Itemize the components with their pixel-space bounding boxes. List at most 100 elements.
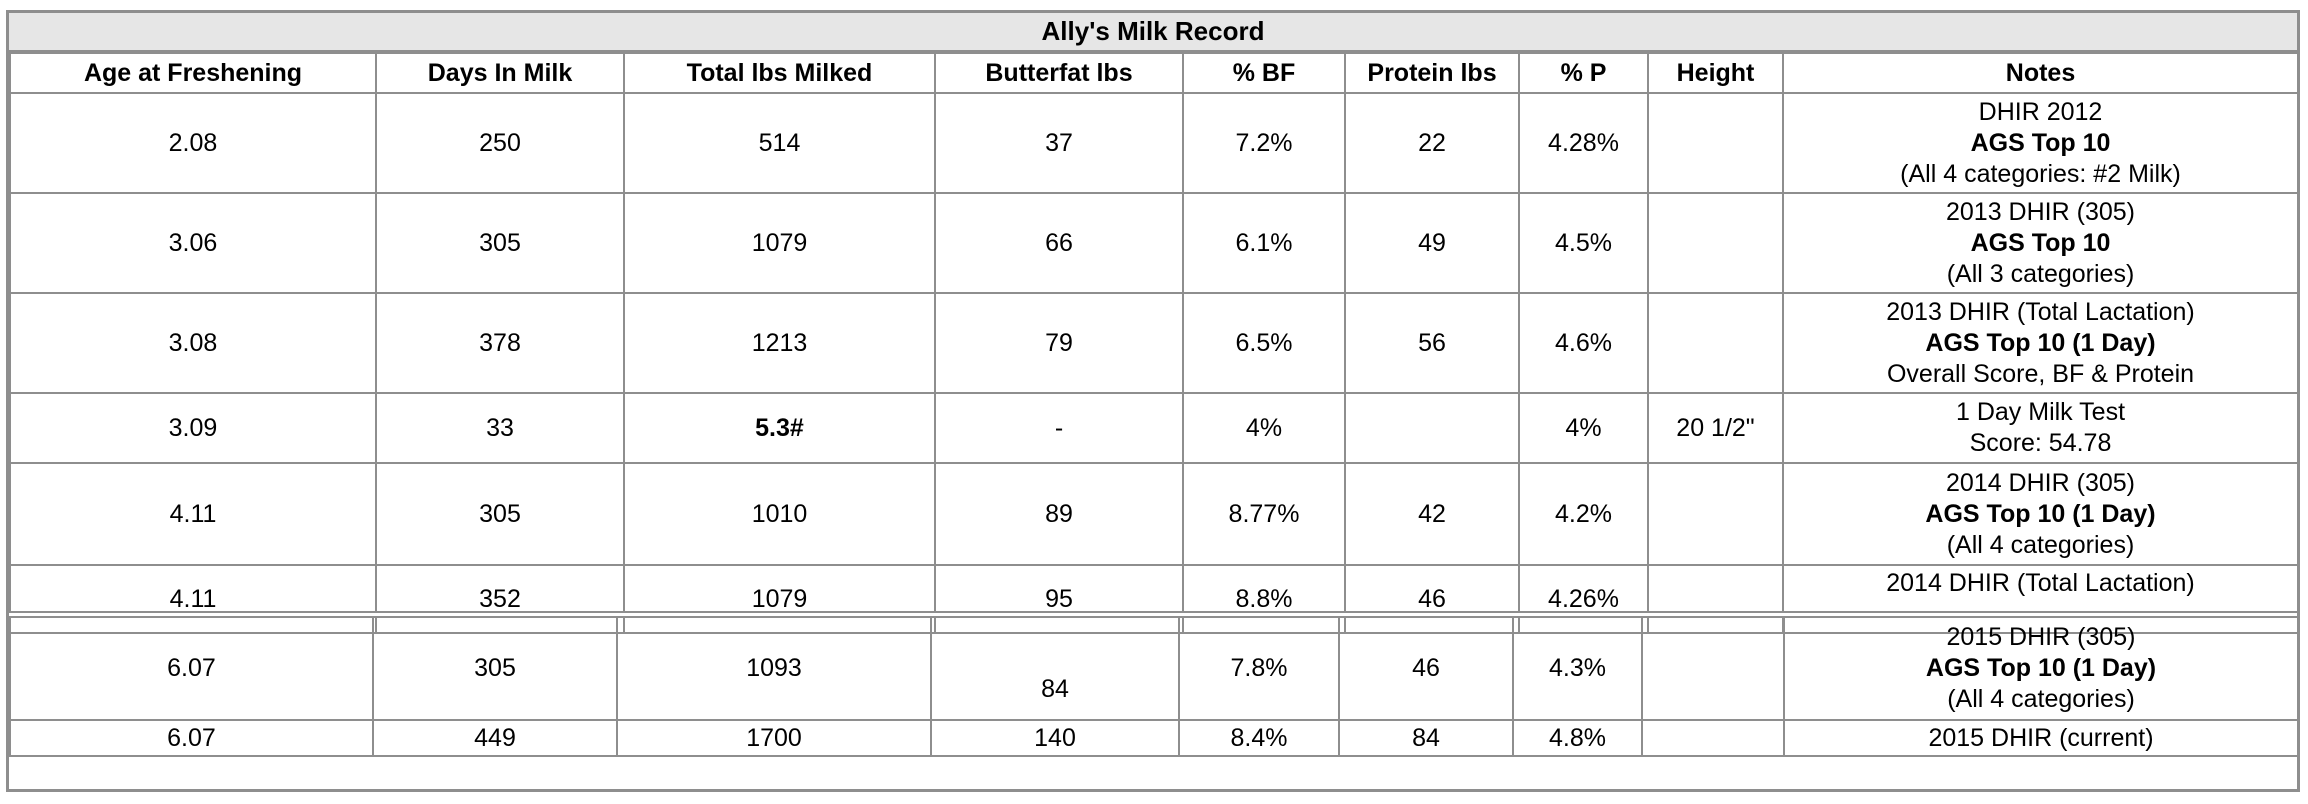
table-row: 6.07 305 1093 84 7.8% 46 4.3% 2015 DHIR (305) AG… bbox=[9, 616, 2299, 721]
table-row: 3.08 378 1213 79 6.5% 56 4.6% 2013 DHIR (Total … bbox=[9, 292, 2299, 394]
note-line: Score: 54.78 bbox=[1969, 429, 2112, 457]
header-days: Days In Milk bbox=[375, 52, 625, 94]
height-cell bbox=[1647, 192, 1784, 294]
section-divider bbox=[9, 611, 2297, 616]
header-row: Age at Freshening Days In Milk Total lbs… bbox=[9, 52, 2299, 94]
butterfat-cell: 140 bbox=[930, 719, 1180, 757]
notes-cell: DHIR 2012 AGS Top 10 (All 4 categories: #2… bbox=[1782, 92, 2299, 194]
p-pct-cell: 4.3% bbox=[1512, 616, 1643, 721]
bf-pct-cell: 6.5% bbox=[1182, 292, 1346, 394]
note-line: AGS Top 10 bbox=[1970, 128, 2111, 157]
note-line: AGS Top 10 (1 Day) bbox=[1925, 654, 2157, 682]
butterfat-cell: 84 bbox=[930, 616, 1180, 721]
note-line: (All 4 categories: #2 Milk) bbox=[1900, 159, 2181, 188]
note-line: 2013 DHIR (305) bbox=[1946, 197, 2135, 226]
protein-cell: 84 bbox=[1338, 719, 1514, 757]
days-cell: 449 bbox=[372, 719, 618, 757]
total-cell: 1079 bbox=[623, 192, 936, 294]
protein-cell: 22 bbox=[1344, 92, 1520, 194]
header-p-pct: % P bbox=[1518, 52, 1649, 94]
p-pct-cell: 4% bbox=[1518, 392, 1649, 464]
p-pct-cell: 4.8% bbox=[1512, 719, 1643, 757]
bf-pct-cell: 4% bbox=[1182, 392, 1346, 464]
bf-pct-cell: 8.4% bbox=[1178, 719, 1340, 757]
protein-cell bbox=[1344, 392, 1520, 464]
header-age: Age at Freshening bbox=[9, 52, 377, 94]
notes-cell: 2015 DHIR (305) AGS Top 10 (1 Day) (All 4 … bbox=[1783, 616, 2299, 721]
days-cell: 305 bbox=[372, 616, 618, 721]
table-title: Ally's Milk Record bbox=[9, 13, 2297, 52]
protein-cell: 56 bbox=[1344, 292, 1520, 394]
note-line: (All 4 categories) bbox=[1946, 530, 2135, 559]
notes-cell: 2015 DHIR (current) bbox=[1783, 719, 2299, 757]
note-line: 2015 DHIR (305) bbox=[1946, 623, 2136, 651]
note-line: DHIR 2012 bbox=[1978, 97, 2103, 126]
age-cell: 3.09 bbox=[9, 392, 377, 464]
days-cell: 305 bbox=[375, 192, 625, 294]
age-cell: 6.07 bbox=[9, 616, 374, 721]
total-cell: 5.3# bbox=[623, 392, 936, 464]
header-notes: Notes bbox=[1782, 52, 2299, 94]
age-cell: 3.08 bbox=[9, 292, 377, 394]
butterfat-cell: 37 bbox=[934, 92, 1184, 194]
bf-pct-cell: 6.1% bbox=[1182, 192, 1346, 294]
table-row: 2.08 250 514 37 7.2% 22 4.28% DHIR 2012 AGS Top … bbox=[9, 92, 2299, 194]
table-row: 4.11 305 1010 89 8.77% 42 4.2% 2014 DHIR (305) A… bbox=[9, 462, 2299, 566]
total-cell: 514 bbox=[623, 92, 936, 194]
header-height: Height bbox=[1647, 52, 1784, 94]
note-line: 2014 DHIR (Total Lactation) bbox=[1886, 569, 2195, 597]
note-line: (All 4 categories) bbox=[1947, 685, 2135, 713]
height-cell bbox=[1647, 462, 1784, 566]
age-cell: 6.07 bbox=[9, 719, 374, 757]
notes-cell: 2014 DHIR (305) AGS Top 10 (1 Day) (All 4 … bbox=[1782, 462, 2299, 566]
notes-cell: 2013 DHIR (Total Lactation) AGS Top 10 (1… bbox=[1782, 292, 2299, 394]
height-cell: 20 1/2" bbox=[1647, 392, 1784, 464]
notes-cell: 1 Day Milk Test Score: 54.78 bbox=[1782, 392, 2299, 464]
milk-record-table: Age at Freshening Days In Milk Total lbs… bbox=[9, 52, 2299, 634]
age-cell: 3.06 bbox=[9, 192, 377, 294]
p-pct-cell: 4.6% bbox=[1518, 292, 1649, 394]
days-cell: 33 bbox=[375, 392, 625, 464]
protein-cell: 42 bbox=[1344, 462, 1520, 566]
butterfat-cell: 79 bbox=[934, 292, 1184, 394]
table-row: 3.06 305 1079 66 6.1% 49 4.5% 2013 DHIR (305) AG… bbox=[9, 192, 2299, 294]
header-total: Total lbs Milked bbox=[623, 52, 936, 94]
total-cell: 1010 bbox=[623, 462, 936, 566]
days-cell: 250 bbox=[375, 92, 625, 194]
note-line: AGS Top 10 (1 Day) bbox=[1925, 328, 2156, 357]
total-cell: 1093 bbox=[616, 616, 932, 721]
butterfat-cell: 66 bbox=[934, 192, 1184, 294]
age-cell: 2.08 bbox=[9, 92, 377, 194]
protein-cell: 49 bbox=[1344, 192, 1520, 294]
note-line: 1 Day Milk Test bbox=[1955, 398, 2126, 426]
header-protein: Protein lbs bbox=[1344, 52, 1520, 94]
days-cell: 378 bbox=[375, 292, 625, 394]
note-line: Overall Score, BF & Protein bbox=[1886, 359, 2195, 388]
header-bf-pct: % BF bbox=[1182, 52, 1346, 94]
total-cell: 1213 bbox=[623, 292, 936, 394]
height-cell bbox=[1647, 292, 1784, 394]
total-cell: 1700 bbox=[616, 719, 932, 757]
height-cell bbox=[1647, 92, 1784, 194]
bf-pct-cell: 7.2% bbox=[1182, 92, 1346, 194]
note-line: 2013 DHIR (Total Lactation) bbox=[1886, 297, 2195, 326]
age-cell: 4.11 bbox=[9, 462, 377, 566]
notes-cell: 2013 DHIR (305) AGS Top 10 (All 3 categori… bbox=[1782, 192, 2299, 294]
milk-record-frame: Ally's Milk Record Age at Freshening Day… bbox=[6, 10, 2300, 792]
protein-cell: 46 bbox=[1338, 616, 1514, 721]
p-pct-cell: 4.28% bbox=[1518, 92, 1649, 194]
butterfat-cell: - bbox=[934, 392, 1184, 464]
note-line: 2014 DHIR (305) bbox=[1946, 468, 2135, 497]
p-pct-cell: 4.2% bbox=[1518, 462, 1649, 566]
note-line: (All 3 categories) bbox=[1946, 259, 2135, 288]
bf-pct-cell: 8.77% bbox=[1182, 462, 1346, 566]
header-butterfat: Butterfat lbs bbox=[934, 52, 1184, 94]
p-pct-cell: 4.5% bbox=[1518, 192, 1649, 294]
table-row: 6.07 449 1700 140 8.4% 84 4.8% 2015 DHIR (curre… bbox=[9, 719, 2299, 757]
note-line: AGS Top 10 bbox=[1970, 228, 2111, 257]
note-line: 2015 DHIR (current) bbox=[1928, 723, 2154, 752]
milk-record-table-2015: 6.07 305 1093 84 7.8% 46 4.3% 2015 DHIR (305) AG… bbox=[9, 616, 2299, 757]
height-cell bbox=[1641, 616, 1785, 721]
table-row: 3.09 33 5.3# -4% 4% 20 1/2" 1 Day Milk Test Sco… bbox=[9, 392, 2299, 464]
bf-pct-cell: 7.8% bbox=[1178, 616, 1340, 721]
